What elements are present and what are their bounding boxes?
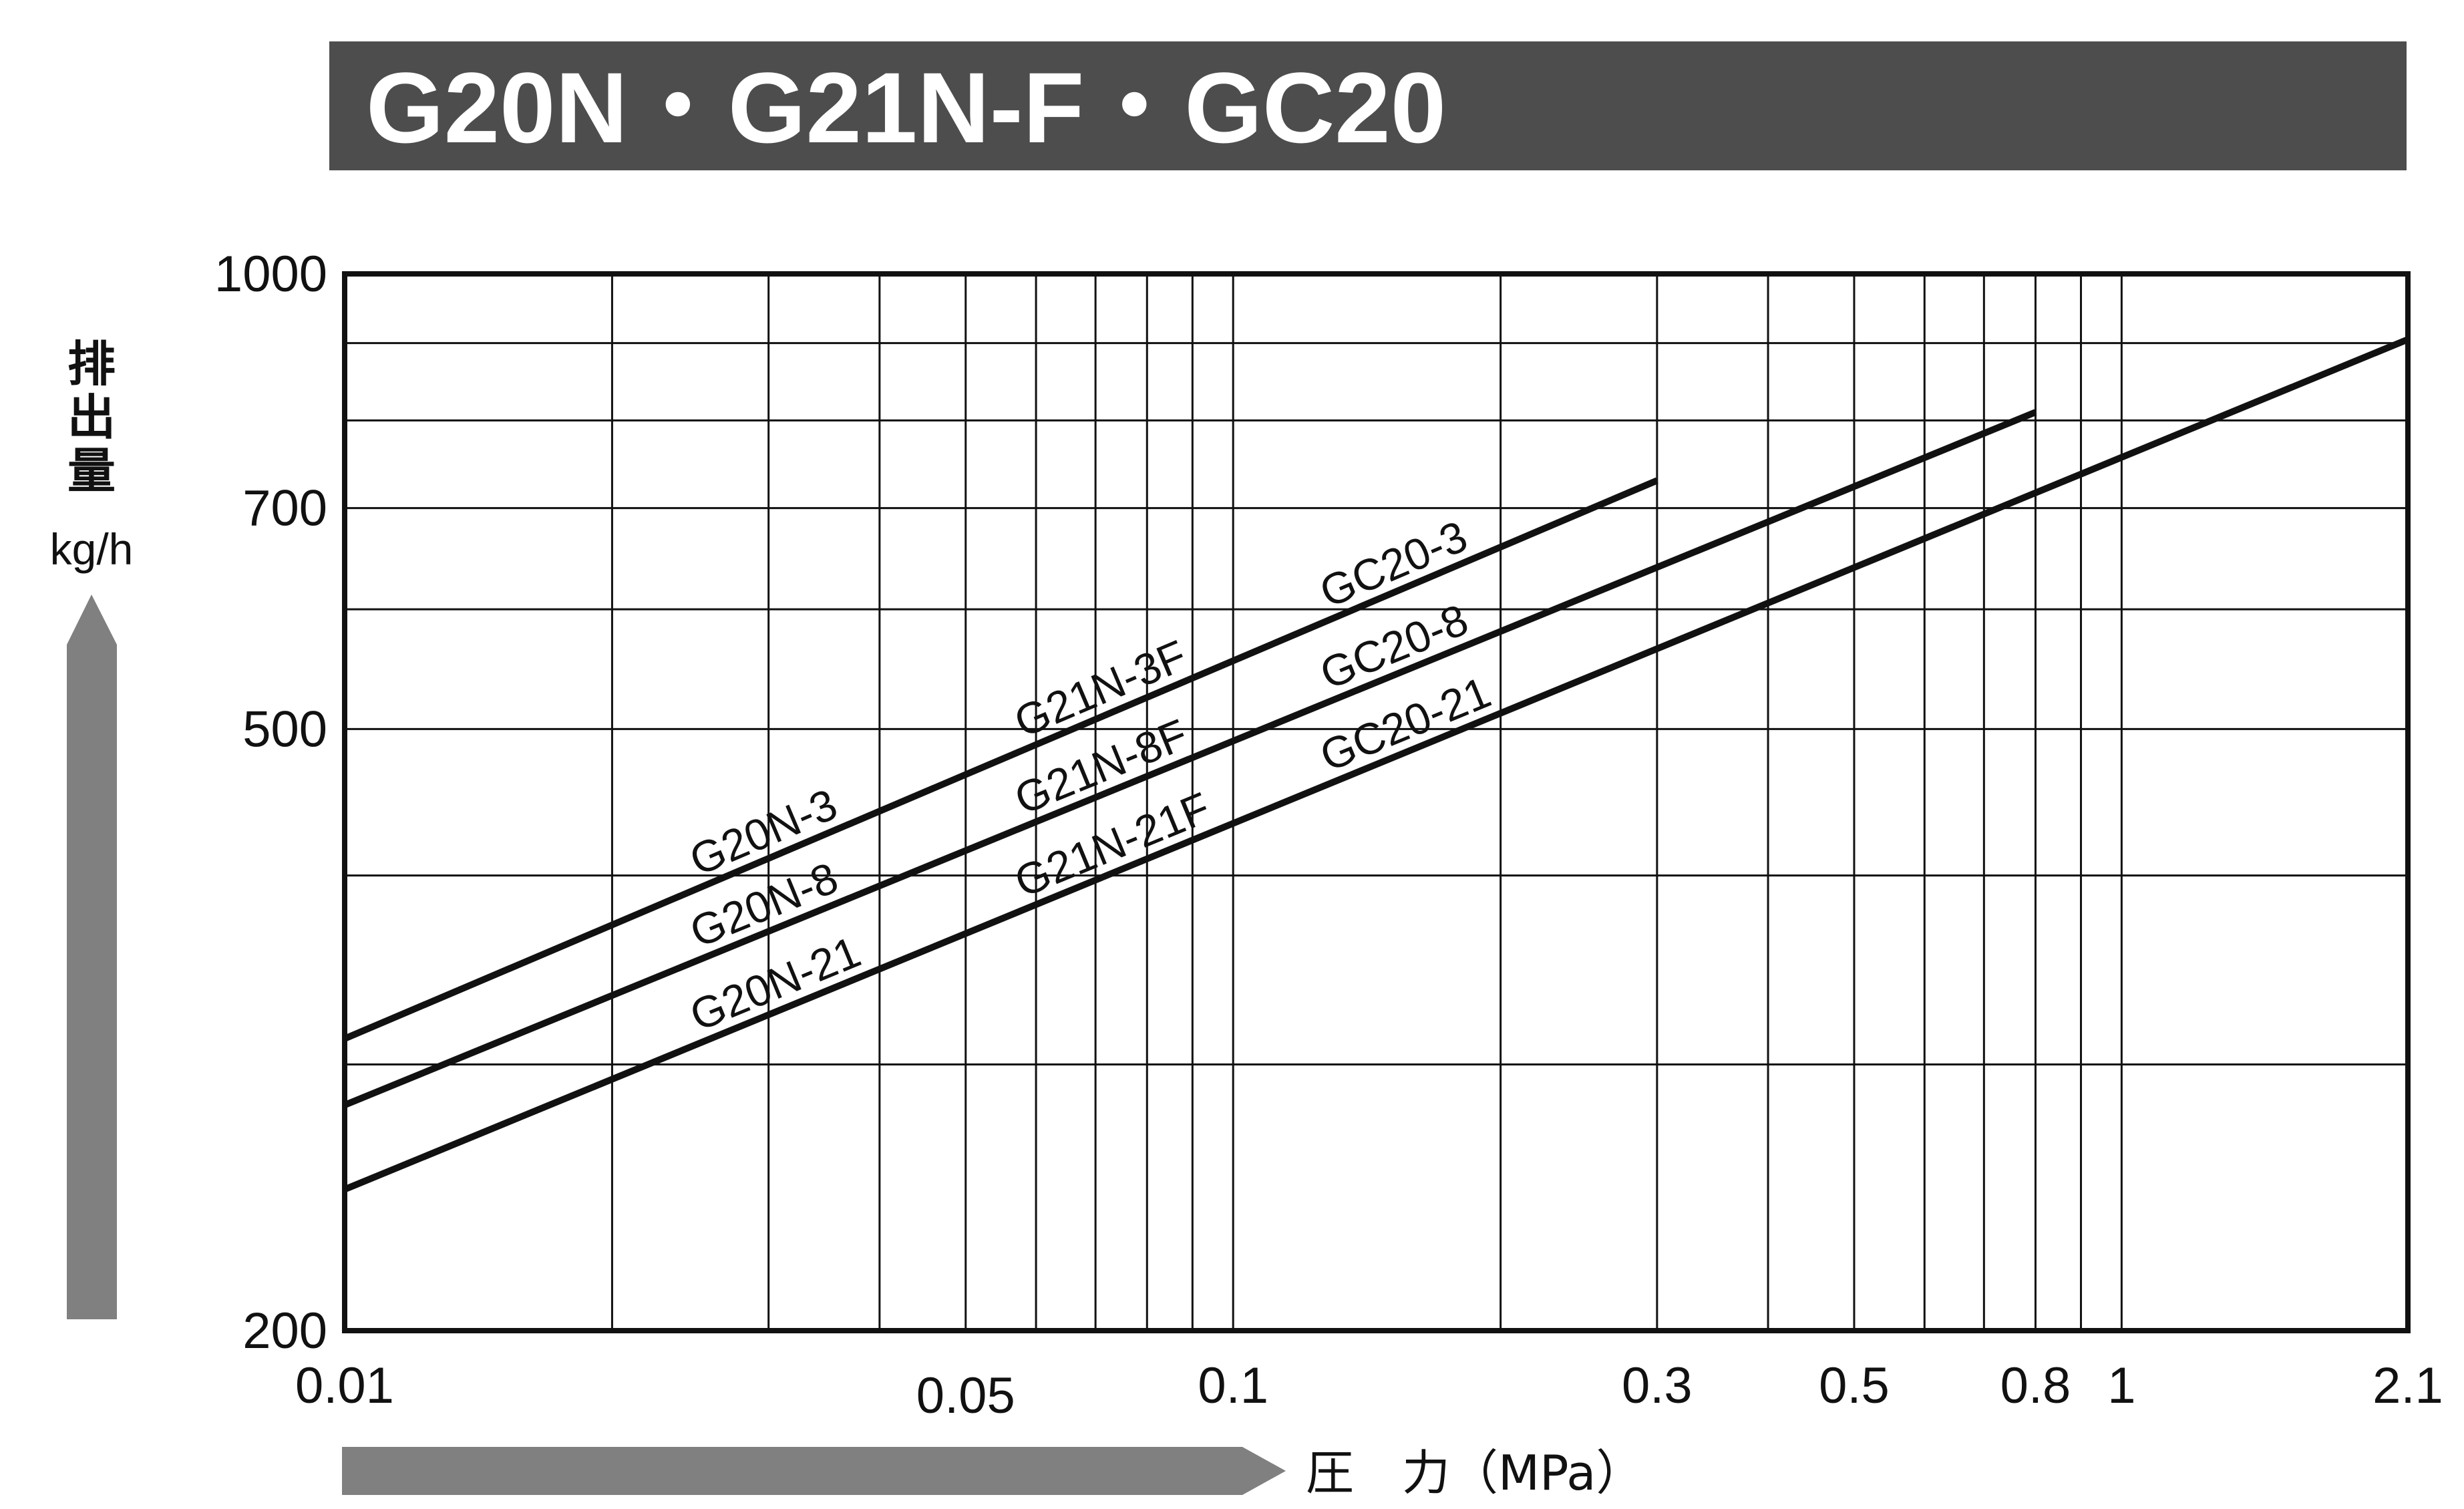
plot-frame <box>342 271 2411 1333</box>
y-axis-label-char-2: 出 <box>67 389 116 446</box>
series-lines <box>343 336 2409 1193</box>
x-tick-label: 0.1 <box>1198 1357 1268 1414</box>
series-line-3 <box>343 336 2409 1193</box>
x-tick-label: 0.3 <box>1622 1357 1693 1414</box>
y-axis-label-char-1: 排 <box>67 336 116 392</box>
x-axis-arrow <box>342 1447 1286 1495</box>
y-axis-arrow <box>67 595 117 1319</box>
y-axis-label-char-3: 量 <box>67 443 116 499</box>
series-labels: G20N-3G21N-3FGC20-3G20N-8G21N-8FGC20-8G2… <box>683 511 1498 1041</box>
chart-title: G20N・G21N-F・GC20 <box>366 51 1446 164</box>
series-line-2 <box>343 409 2037 1108</box>
y-tick-labels: 200 500 700 1000 <box>214 246 327 1359</box>
y-axis-unit: kg/h <box>50 524 134 574</box>
series-line-1 <box>343 477 1658 1042</box>
grid <box>345 274 2408 1331</box>
x-tick-label: 0.8 <box>2000 1357 2071 1414</box>
x-tick-labels: 0.01 0.05 0.1 0.3 0.5 0.8 1 2.1 <box>295 1357 2443 1424</box>
x-tick-label: 0.01 <box>295 1357 394 1414</box>
x-tick-label: 0.05 <box>916 1367 1015 1424</box>
y-tick-label: 200 <box>242 1303 327 1359</box>
y-tick-label: 700 <box>242 480 327 537</box>
y-tick-label: 1000 <box>214 246 327 303</box>
x-axis-label: 圧 力（MPa） <box>1306 1445 1644 1501</box>
x-tick-label: 2.1 <box>2372 1357 2443 1414</box>
x-tick-label: 1 <box>2107 1357 2135 1414</box>
y-axis-label: 排 出 量 <box>67 336 116 499</box>
title-bar <box>329 41 2407 170</box>
y-tick-label: 500 <box>242 701 327 758</box>
x-tick-label: 0.5 <box>1819 1357 1890 1414</box>
